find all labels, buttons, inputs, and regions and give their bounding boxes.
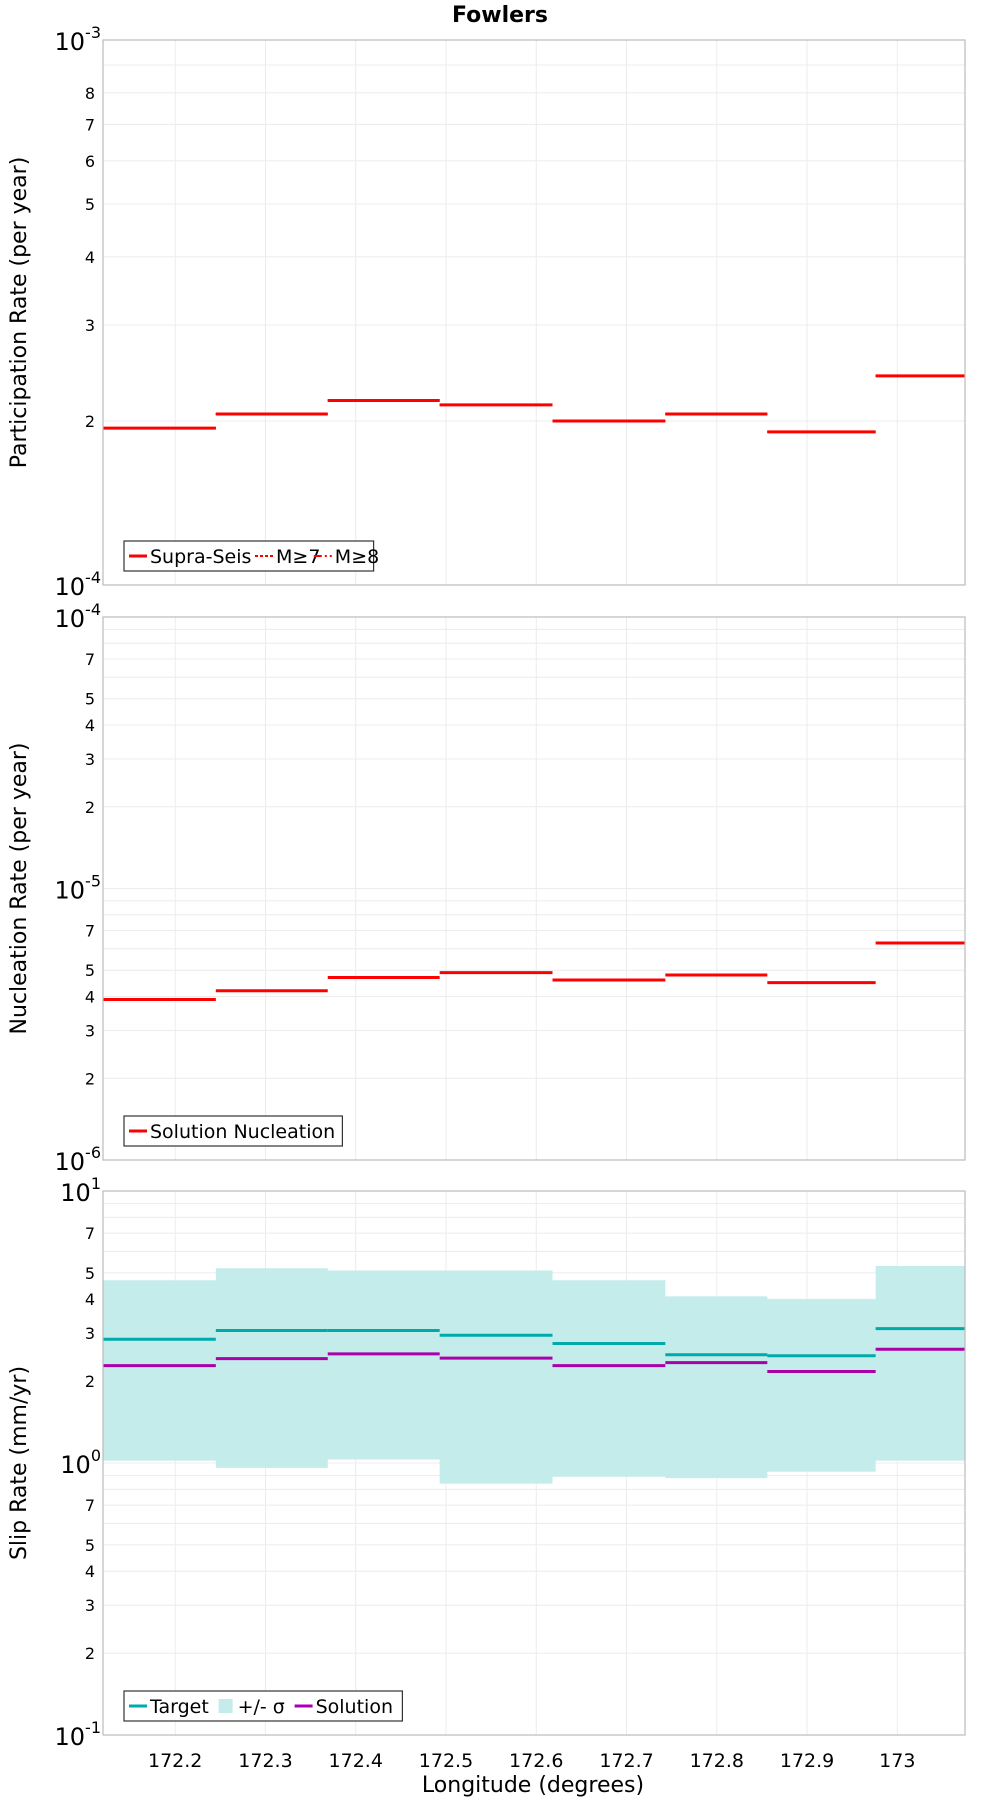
x-tick-label: 172.2	[148, 1750, 202, 1772]
y-tick-label: 7	[85, 1224, 95, 1243]
y-tick-label: 10-4	[55, 600, 102, 633]
y-tick-label: 3	[85, 1596, 95, 1615]
y-tick-base: 10	[55, 573, 86, 601]
y-tick-label: 2	[85, 1644, 95, 1663]
y-tick-base: 10	[55, 605, 86, 633]
y-tick-label: 3	[85, 1021, 95, 1040]
y-tick-label: 3	[85, 750, 95, 769]
x-tick-label: 172.4	[329, 1750, 383, 1772]
y-tick-exponent: 0	[91, 1446, 101, 1465]
x-tick-label: 172.6	[509, 1750, 563, 1772]
legend-box	[123, 540, 375, 572]
x-tick-label: 172.3	[238, 1750, 292, 1772]
legend-label: Solution Nucleation	[150, 1121, 335, 1143]
y-tick-label: 2	[85, 412, 95, 431]
legend: Solution Nucleation	[123, 1115, 343, 1147]
y-tick-label: 6	[85, 152, 95, 171]
y-tick-label: 7	[85, 650, 95, 669]
y-tick-label: 4	[85, 988, 95, 1007]
y-tick-label: 8	[85, 84, 95, 103]
y-tick-exponent: -1	[85, 1718, 101, 1737]
x-tick-label: 172.9	[780, 1750, 834, 1772]
legend-label: M≥8	[335, 546, 379, 568]
y-axis-label: Participation Rate (per year)	[7, 157, 32, 469]
y-tick-label: 4	[85, 1290, 95, 1309]
x-tick-label: 173	[879, 1750, 915, 1772]
y-tick-label: 4	[85, 716, 95, 735]
legend-swatch	[218, 1699, 233, 1713]
y-tick-label: 100	[60, 1446, 101, 1479]
y-tick-label: 101	[60, 1174, 101, 1207]
y-axis-label: Slip Rate (mm/yr)	[7, 1366, 32, 1560]
y-tick-base: 10	[60, 1451, 91, 1479]
y-tick-exponent: 1	[91, 1174, 101, 1193]
y-tick-base: 10	[55, 28, 86, 56]
y-tick-label: 5	[85, 1536, 95, 1555]
legend: Target +/- σ Solution	[123, 1690, 403, 1722]
y-tick-label: 10-1	[55, 1718, 102, 1751]
legend-label: M≥7	[276, 546, 320, 568]
legend-box	[123, 1690, 403, 1722]
plot-frame	[102, 1190, 966, 1736]
y-tick-label: 10-5	[55, 872, 102, 905]
y-tick-base: 10	[55, 1148, 86, 1176]
legend-box	[123, 1115, 343, 1147]
plot-frame	[102, 39, 966, 586]
y-tick-exponent: -4	[85, 600, 101, 619]
y-tick-label: 5	[85, 961, 95, 980]
y-tick-exponent: -3	[85, 23, 101, 42]
y-tick-base: 10	[60, 1179, 91, 1207]
y-axis-label: Nucleation Rate (per year)	[7, 743, 32, 1035]
y-tick-label: 4	[85, 1562, 95, 1581]
y-tick-label: 4	[85, 248, 95, 267]
y-tick-label: 5	[85, 690, 95, 709]
y-tick-label: 10-3	[55, 23, 102, 56]
legend-label: +/- σ	[238, 1696, 285, 1718]
y-tick-exponent: -5	[85, 872, 101, 891]
plot-frame	[102, 616, 966, 1161]
y-tick-exponent: -4	[85, 568, 101, 587]
chart-title: Fowlers	[452, 3, 548, 28]
y-tick-label: 10-6	[55, 1143, 102, 1176]
y-tick-label: 7	[85, 922, 95, 941]
y-tick-label: 3	[85, 316, 95, 335]
legend: Supra-Seis M≥7 M≥8	[123, 540, 379, 572]
y-tick-base: 10	[55, 1723, 86, 1751]
y-tick-label: 2	[85, 1372, 95, 1391]
x-tick-label: 172.8	[690, 1750, 744, 1772]
y-tick-label: 5	[85, 195, 95, 214]
y-tick-label: 2	[85, 1069, 95, 1088]
y-tick-base: 10	[55, 877, 86, 905]
legend-label: Supra-Seis	[150, 546, 251, 568]
y-tick-label: 5	[85, 1264, 95, 1283]
legend-label: Target	[149, 1696, 209, 1718]
y-tick-label: 7	[85, 115, 95, 134]
x-tick-label: 172.7	[599, 1750, 653, 1772]
x-axis-label: Longitude (degrees)	[422, 1773, 644, 1798]
x-tick-label: 172.5	[419, 1750, 473, 1772]
y-tick-label: 3	[85, 1324, 95, 1343]
y-tick-label: 10-4	[55, 568, 102, 601]
y-tick-exponent: -6	[85, 1143, 101, 1162]
legend-label: Solution	[316, 1696, 393, 1718]
sigma-band	[103, 1265, 965, 1484]
y-tick-label: 2	[85, 798, 95, 817]
y-tick-label: 7	[85, 1496, 95, 1515]
